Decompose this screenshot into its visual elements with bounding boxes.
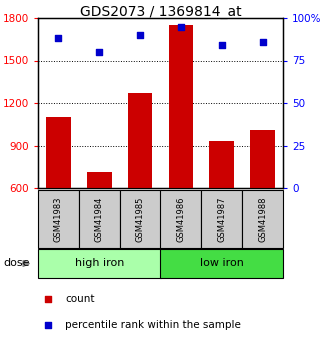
Text: GDS2073 / 1369814_at: GDS2073 / 1369814_at — [80, 5, 241, 19]
Point — [56, 36, 61, 41]
Text: high iron: high iron — [74, 258, 124, 268]
Bar — [160, 249, 283, 278]
Point — [178, 24, 184, 29]
Text: GSM41983: GSM41983 — [54, 196, 63, 242]
Bar — [87, 172, 111, 188]
Point — [219, 42, 224, 48]
Bar — [38, 190, 79, 248]
Point — [260, 39, 265, 45]
Text: GSM41986: GSM41986 — [177, 196, 186, 242]
Text: GSM41987: GSM41987 — [217, 196, 226, 242]
Bar — [210, 141, 234, 188]
Text: GSM41988: GSM41988 — [258, 196, 267, 242]
Bar — [169, 25, 193, 188]
Bar — [201, 190, 242, 248]
Bar — [46, 117, 71, 188]
Text: GSM41984: GSM41984 — [95, 196, 104, 242]
Point — [45, 322, 50, 328]
Point — [45, 296, 50, 302]
Text: dose: dose — [3, 258, 30, 268]
Bar — [160, 190, 201, 248]
Bar — [242, 190, 283, 248]
Bar — [250, 130, 275, 188]
Bar — [128, 93, 152, 188]
Bar — [38, 249, 160, 278]
Text: low iron: low iron — [200, 258, 244, 268]
Text: percentile rank within the sample: percentile rank within the sample — [65, 320, 241, 330]
Point — [137, 32, 143, 38]
Text: count: count — [65, 294, 94, 304]
Text: GSM41985: GSM41985 — [135, 196, 144, 242]
Bar — [120, 190, 160, 248]
Point — [97, 49, 102, 55]
Bar — [79, 190, 120, 248]
